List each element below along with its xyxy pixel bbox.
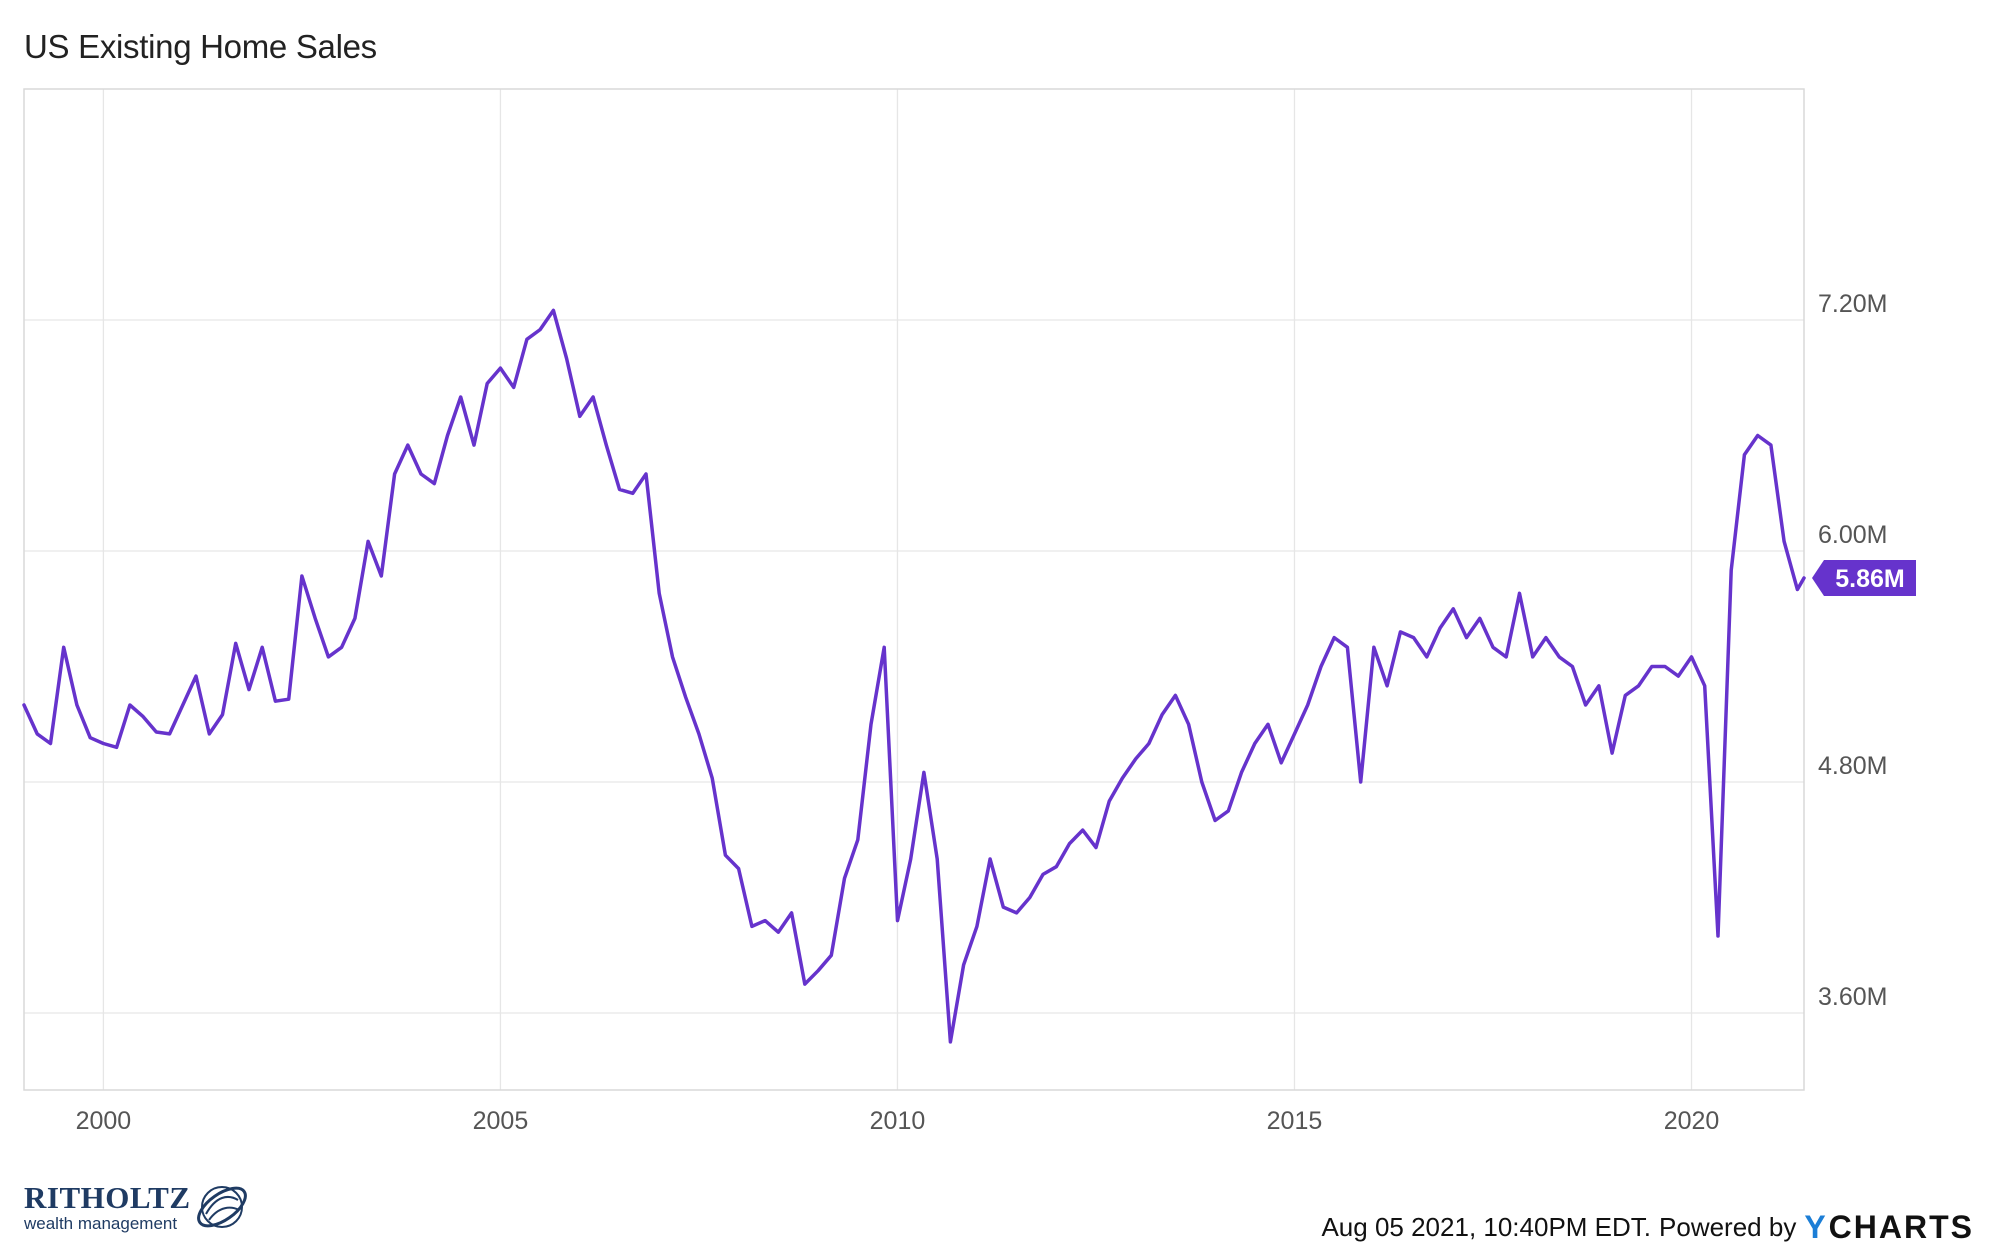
last-value-label: 5.86M: [1835, 565, 1904, 593]
x-tick-label: 2020: [1664, 1107, 1720, 1135]
ycharts-wordmark: CHARTS: [1828, 1208, 1974, 1245]
grid-lines: [24, 89, 1804, 1090]
timestamp-text: Aug 05 2021, 10:40PM EDT.: [1321, 1211, 1652, 1242]
brand-subtitle: wealth management: [24, 1214, 178, 1233]
globe-swirl-icon: [196, 1186, 247, 1228]
brand-name: RITHOLTZ: [24, 1180, 191, 1215]
y-tick-label: 6.00M: [1818, 521, 1887, 549]
last-value-badge: [1812, 559, 1916, 596]
ritholtz-logo: RITHOLTZ wealth management: [24, 1177, 253, 1237]
y-tick-label: 3.60M: [1818, 983, 1887, 1011]
x-tick-label: 2005: [473, 1107, 529, 1135]
plot-frame: [23, 88, 1805, 1091]
last-value-tag[interactable]: 5.86M: [1812, 559, 1916, 596]
x-tick-label: 2010: [870, 1107, 926, 1135]
y-axis: 3.60M 4.80M 6.00M 7.20M: [1818, 290, 1887, 1011]
series-group: [22, 308, 1806, 1044]
ycharts-logo[interactable]: Y CHARTS: [1804, 1209, 1974, 1246]
x-tick-label: 2015: [1267, 1107, 1323, 1135]
series-line: [22, 308, 1806, 1044]
y-tick-label: 7.20M: [1818, 290, 1887, 318]
y-tick-label: 4.80M: [1818, 752, 1887, 780]
ycharts-y-mark: Y: [1804, 1208, 1828, 1245]
footer-stamp: Aug 05 2021, 10:40PM EDT. Powered by Y C…: [1321, 1207, 1974, 1247]
x-axis: 2000 2005 2010 2015 2020: [76, 1107, 1720, 1135]
powered-by-text: Powered by: [1659, 1211, 1797, 1242]
chart-title: US Existing Home Sales: [24, 28, 377, 65]
x-tick-label: 2000: [76, 1107, 132, 1135]
